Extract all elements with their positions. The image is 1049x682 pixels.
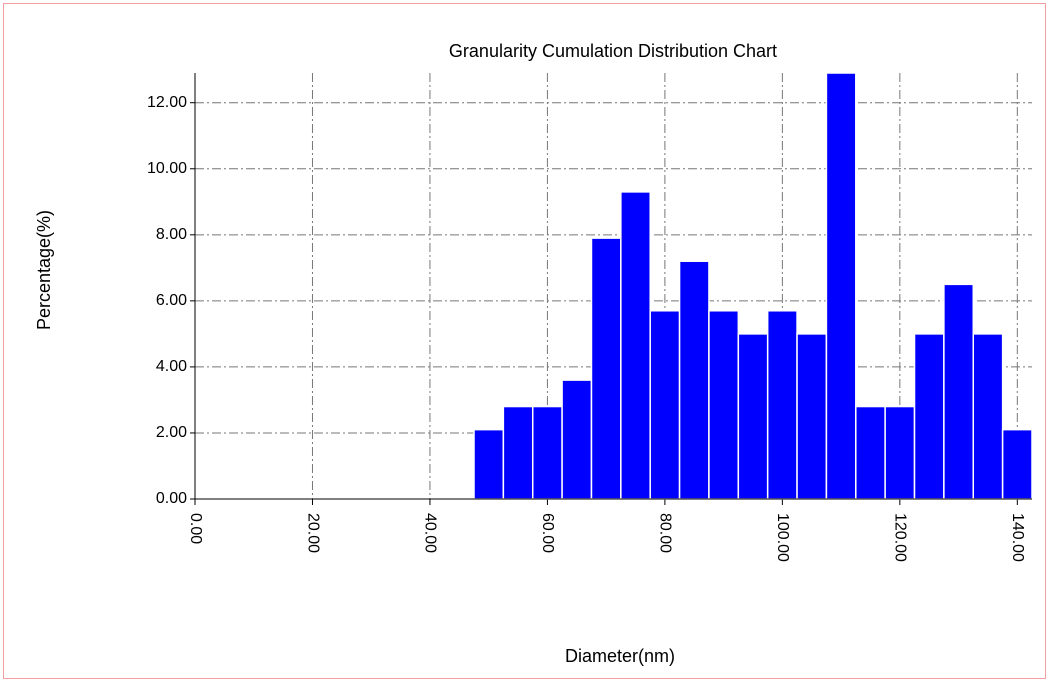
bar: [590, 237, 622, 500]
bar: [972, 333, 1004, 500]
y-axis-label: Percentage(%): [34, 210, 54, 330]
bar: [649, 310, 681, 500]
y-tick-label: 12.00: [147, 94, 187, 111]
bar: [473, 428, 505, 500]
bar: [825, 72, 857, 500]
x-tick-label: 0.00: [187, 513, 204, 544]
x-tick-label: 40.00: [422, 513, 439, 553]
bar: [766, 310, 798, 500]
x-tick-label: 100.00: [774, 513, 791, 562]
y-tick-label: 10.00: [147, 160, 187, 177]
x-axis-label: Diameter(nm): [565, 646, 675, 666]
y-tick-label: 2.00: [156, 424, 187, 441]
bar: [884, 405, 916, 500]
x-tick-label: 20.00: [304, 513, 321, 553]
bar: [620, 191, 651, 500]
bar: [943, 283, 975, 500]
x-tick-label: 120.00: [892, 513, 909, 562]
bar: [678, 260, 710, 500]
bar: [531, 405, 563, 500]
bar: [502, 405, 534, 500]
chart-title: Granularity Cumulation Distribution Char…: [449, 41, 777, 61]
x-tick-label: 140.00: [1009, 513, 1026, 562]
y-tick-label: 4.00: [156, 358, 187, 375]
bar: [855, 405, 886, 500]
bar: [796, 333, 828, 500]
window-border: [3, 3, 1046, 679]
bar: [561, 379, 593, 500]
x-tick-label: 80.00: [657, 513, 674, 553]
bar: [913, 333, 945, 500]
y-tick-label: 8.00: [156, 226, 187, 243]
x-tick-label: 60.00: [539, 513, 556, 553]
bar: [737, 333, 769, 500]
y-tick-label: 0.00: [156, 490, 187, 507]
bar: [708, 310, 740, 500]
bar: [1001, 428, 1033, 500]
y-tick-label: 6.00: [156, 292, 187, 309]
